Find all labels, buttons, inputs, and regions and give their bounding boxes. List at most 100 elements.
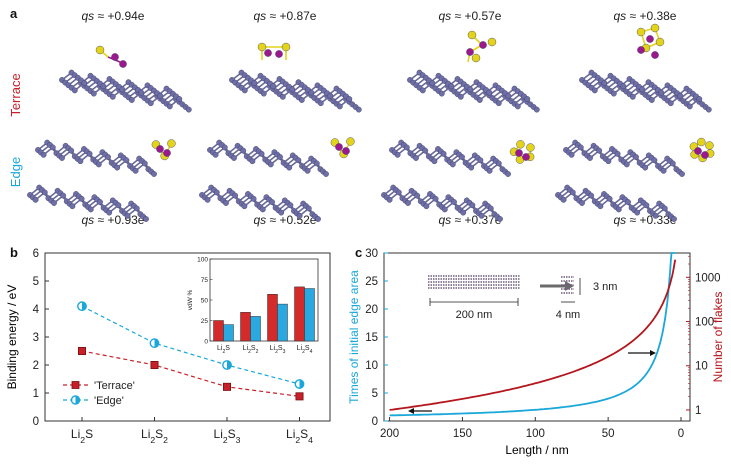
atom bbox=[486, 167, 493, 174]
atom bbox=[610, 90, 617, 97]
atom bbox=[40, 151, 47, 158]
atom bbox=[143, 216, 149, 222]
atom bbox=[221, 144, 228, 151]
atom bbox=[251, 80, 258, 86]
inset-y-tick-label: 50 bbox=[201, 297, 209, 304]
charge-symbol: qs bbox=[82, 9, 95, 23]
atom bbox=[679, 171, 685, 177]
atom bbox=[317, 100, 324, 107]
y2-tick-label: 100 bbox=[695, 317, 714, 329]
atom bbox=[487, 205, 494, 212]
atom bbox=[646, 35, 654, 43]
atom bbox=[109, 93, 116, 100]
formula-part: 2 bbox=[223, 435, 228, 445]
atom bbox=[405, 200, 411, 206]
formula-part: 2 bbox=[302, 349, 305, 355]
atom bbox=[625, 199, 631, 205]
atom bbox=[51, 200, 57, 206]
series-line bbox=[81, 350, 300, 397]
edge-marker-fill bbox=[154, 338, 159, 348]
atom bbox=[469, 202, 476, 209]
y-tick-label: 5 bbox=[33, 276, 39, 288]
atom bbox=[505, 171, 511, 177]
atom bbox=[157, 92, 164, 99]
atom bbox=[100, 83, 107, 90]
inset-y-axis-label: vdW % bbox=[187, 289, 194, 310]
formula-part: Li bbox=[270, 345, 276, 352]
atom bbox=[588, 192, 595, 199]
y2-tick-label: 1 bbox=[695, 405, 701, 417]
formula-part: 2 bbox=[256, 349, 259, 355]
atom bbox=[514, 103, 521, 110]
inset-bar bbox=[240, 312, 251, 342]
y-tick-label: 4 bbox=[33, 304, 40, 316]
formula-part: 3 bbox=[236, 435, 241, 445]
atom bbox=[601, 80, 608, 86]
formula-part: Li bbox=[214, 427, 223, 441]
x-tick-label: 100 bbox=[526, 428, 545, 440]
y-tick-label: 0 bbox=[33, 416, 39, 428]
y-tick-label: 2 bbox=[33, 360, 39, 372]
atom bbox=[71, 87, 78, 94]
atom bbox=[336, 103, 343, 110]
series-line bbox=[81, 305, 300, 385]
atom bbox=[346, 96, 353, 102]
atom bbox=[438, 90, 445, 97]
y2-tick-label: 10 bbox=[695, 361, 708, 373]
atom bbox=[119, 60, 127, 68]
x-axis-label: Length / nm bbox=[505, 443, 568, 457]
atom bbox=[457, 93, 464, 100]
x-tick-label: 150 bbox=[453, 428, 472, 440]
atom bbox=[648, 97, 655, 103]
atom bbox=[587, 155, 593, 161]
atom bbox=[605, 158, 612, 165]
edge-charge-label: qs ≈ +0.52e bbox=[254, 213, 317, 227]
atom bbox=[431, 158, 438, 165]
atom bbox=[223, 200, 229, 206]
panel-b-letter: b bbox=[10, 245, 18, 260]
legend-marker-fill bbox=[75, 396, 80, 404]
legend-label: 'Terrace' bbox=[94, 380, 135, 392]
atom bbox=[432, 195, 439, 202]
molecular-structures bbox=[27, 23, 715, 222]
atom bbox=[287, 202, 294, 209]
inset-y-tick-label: 100 bbox=[197, 256, 208, 263]
atom bbox=[81, 80, 88, 86]
charge-value: ≈ +0.33e bbox=[626, 213, 677, 227]
atom bbox=[429, 80, 436, 86]
atom bbox=[231, 155, 237, 161]
atom bbox=[686, 103, 693, 110]
atom bbox=[629, 93, 636, 100]
y-tick-label: 3 bbox=[33, 332, 39, 344]
atom bbox=[87, 206, 94, 213]
flake-count-curve bbox=[389, 259, 677, 411]
atom bbox=[623, 161, 630, 168]
atom bbox=[479, 41, 487, 49]
atom bbox=[304, 167, 311, 174]
small-flake-width-label: 4 nm bbox=[556, 309, 580, 321]
atom bbox=[522, 153, 530, 161]
atom bbox=[448, 83, 455, 90]
atom bbox=[634, 209, 641, 216]
atom bbox=[419, 87, 426, 94]
atom bbox=[185, 106, 192, 113]
formula-part: 3 bbox=[283, 349, 286, 355]
atom bbox=[232, 192, 239, 199]
atom bbox=[696, 96, 703, 102]
large-flake-size-label: 200 nm bbox=[456, 309, 493, 321]
atom bbox=[327, 92, 334, 99]
atom bbox=[138, 89, 145, 96]
atom bbox=[124, 212, 131, 219]
inset-x-tick-label: Li2S3 bbox=[270, 345, 286, 355]
y-tick-label: 1 bbox=[33, 388, 39, 400]
charge-value: ≈ +0.57e bbox=[451, 9, 502, 23]
y-tick-label: 15 bbox=[365, 332, 378, 344]
inset-bar bbox=[250, 316, 261, 342]
atom bbox=[697, 137, 706, 147]
atom bbox=[59, 155, 65, 161]
atom bbox=[106, 209, 113, 216]
small-flake-height-label: 3 nm bbox=[593, 281, 617, 293]
terrace-marker bbox=[222, 382, 231, 391]
inset-y-tick-label: 0 bbox=[204, 338, 208, 345]
